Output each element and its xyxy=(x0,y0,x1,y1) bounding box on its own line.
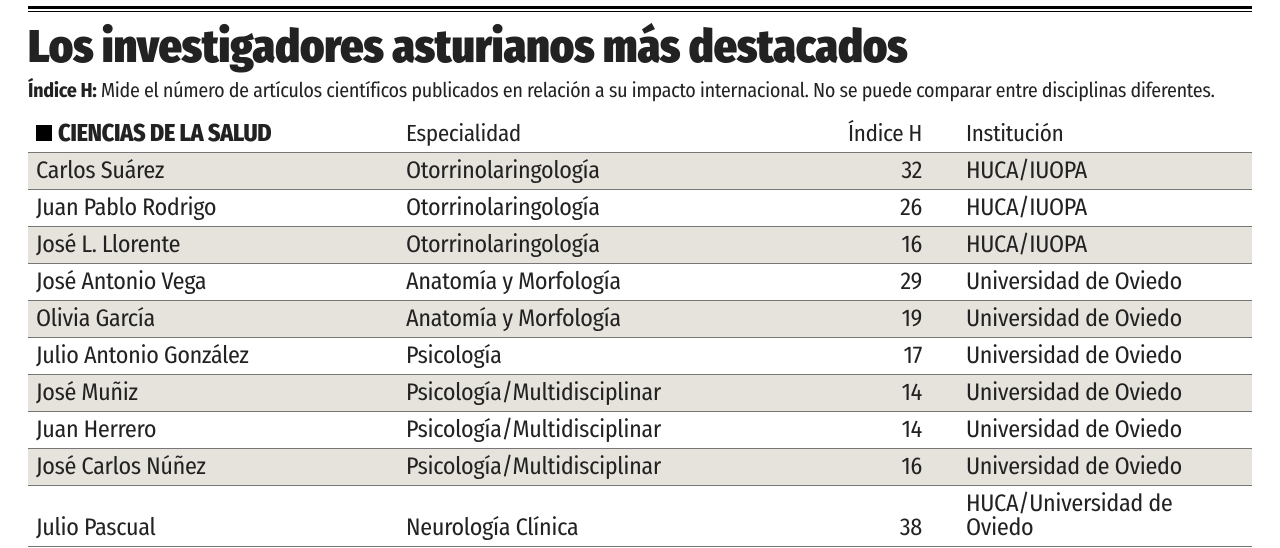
section-label: CIENCIAS DE LA SALUD xyxy=(58,120,271,148)
cell-index-h: 14 xyxy=(828,412,958,449)
cell-specialty: Anatomía y Morfología xyxy=(398,264,828,301)
cell-index-h: 16 xyxy=(828,227,958,264)
col-index-h: Índice H xyxy=(828,116,958,153)
table-header-row: CIENCIAS DE LA SALUD Especialidad Índice… xyxy=(28,116,1252,153)
cell-institution: Universidad de Oviedo xyxy=(958,338,1252,375)
cell-institution: HUCA/IUOPA xyxy=(958,153,1252,190)
cell-specialty: Otorrinolaringología xyxy=(398,190,828,227)
cell-institution: Universidad de Oviedo xyxy=(958,449,1252,486)
cell-name: Juan Pablo Rodrigo xyxy=(28,190,398,227)
top-rule-thick xyxy=(28,6,1252,9)
table-row: Juan HerreroPsicología/Multidisciplinar1… xyxy=(28,412,1252,449)
cell-institution: HUCA/IUOPA xyxy=(958,227,1252,264)
cell-institution: Universidad de Oviedo xyxy=(958,412,1252,449)
article-clip: Los investigadores asturianos más destac… xyxy=(0,0,1280,547)
table-row: José Carlos NúñezPsicología/Multidiscipl… xyxy=(28,449,1252,486)
cell-institution: Universidad de Oviedo xyxy=(958,264,1252,301)
cell-specialty: Psicología xyxy=(398,338,828,375)
cell-specialty: Otorrinolaringología xyxy=(398,227,828,264)
table-row: Juan Pablo RodrigoOtorrinolaringología26… xyxy=(28,190,1252,227)
table-row: José Antonio VegaAnatomía y Morfología29… xyxy=(28,264,1252,301)
col-specialty: Especialidad xyxy=(398,116,828,153)
cell-name: José Carlos Núñez xyxy=(28,449,398,486)
researchers-table: CIENCIAS DE LA SALUD Especialidad Índice… xyxy=(28,116,1252,547)
cell-specialty: Psicología/Multidisciplinar xyxy=(398,412,828,449)
table-row: Julio PascualNeurología Clínica38HUCA/Un… xyxy=(28,486,1252,547)
cell-index-h: 26 xyxy=(828,190,958,227)
section-header: CIENCIAS DE LA SALUD xyxy=(28,116,398,153)
cell-index-h: 38 xyxy=(828,486,958,547)
table-row: Carlos SuárezOtorrinolaringología32HUCA/… xyxy=(28,153,1252,190)
cell-index-h: 29 xyxy=(828,264,958,301)
table-body: Carlos SuárezOtorrinolaringología32HUCA/… xyxy=(28,153,1252,547)
subtitle-label: Índice H: xyxy=(28,79,96,103)
top-rule-thin xyxy=(28,11,1252,12)
cell-specialty: Neurología Clínica xyxy=(398,486,828,547)
subtitle-desc: Mide el número de artículos científicos … xyxy=(101,79,1215,103)
cell-name: José Antonio Vega xyxy=(28,264,398,301)
square-bullet-icon xyxy=(36,125,52,141)
cell-index-h: 16 xyxy=(828,449,958,486)
cell-index-h: 19 xyxy=(828,301,958,338)
table-row: Julio Antonio GonzálezPsicología17Univer… xyxy=(28,338,1252,375)
cell-name: Olivia García xyxy=(28,301,398,338)
cell-index-h: 17 xyxy=(828,338,958,375)
cell-institution: Universidad de Oviedo xyxy=(958,375,1252,412)
cell-institution: Universidad de Oviedo xyxy=(958,301,1252,338)
cell-specialty: Psicología/Multidisciplinar xyxy=(398,375,828,412)
cell-institution: HUCA/Universidad de Oviedo xyxy=(958,486,1252,547)
cell-name: Carlos Suárez xyxy=(28,153,398,190)
headline: Los investigadores asturianos más destac… xyxy=(28,24,1252,72)
table-row: José MuñizPsicología/Multidisciplinar14U… xyxy=(28,375,1252,412)
col-institution: Institución xyxy=(958,116,1252,153)
cell-specialty: Psicología/Multidisciplinar xyxy=(398,449,828,486)
cell-index-h: 14 xyxy=(828,375,958,412)
cell-specialty: Anatomía y Morfología xyxy=(398,301,828,338)
cell-name: Julio Pascual xyxy=(28,486,398,547)
cell-name: Julio Antonio González xyxy=(28,338,398,375)
table-row: Olivia GarcíaAnatomía y Morfología19Univ… xyxy=(28,301,1252,338)
cell-name: José Muñiz xyxy=(28,375,398,412)
cell-name: José L. Llorente xyxy=(28,227,398,264)
cell-specialty: Otorrinolaringología xyxy=(398,153,828,190)
cell-name: Juan Herrero xyxy=(28,412,398,449)
table-row: José L. LlorenteOtorrinolaringología16HU… xyxy=(28,227,1252,264)
subtitle: Índice H: Mide el número de artículos ci… xyxy=(28,78,1252,104)
cell-index-h: 32 xyxy=(828,153,958,190)
cell-institution: HUCA/IUOPA xyxy=(958,190,1252,227)
